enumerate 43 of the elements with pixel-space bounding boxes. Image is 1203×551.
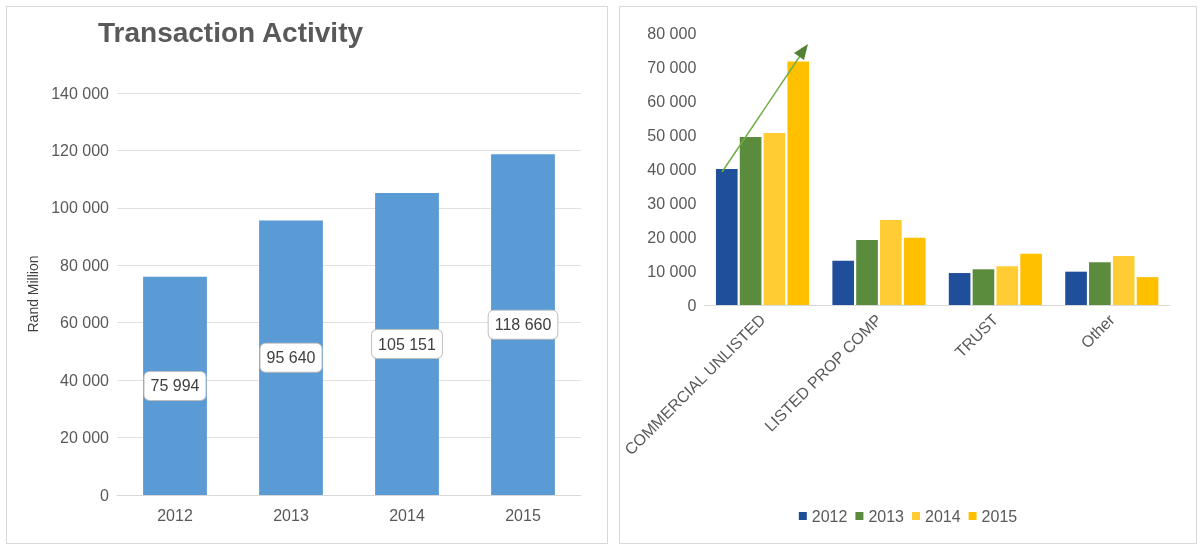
bar [903, 237, 926, 305]
bar [856, 240, 878, 305]
bar [715, 169, 738, 305]
x-tick-label: 2013 [273, 506, 309, 524]
y-tick-label: 40 000 [60, 371, 110, 389]
y-tick-label: 20 000 [60, 429, 110, 447]
bar [259, 220, 323, 495]
bar [996, 266, 1019, 305]
bar [972, 269, 995, 305]
x-tick-label: 2014 [389, 506, 425, 524]
y-tick-label: 20 000 [647, 228, 697, 246]
bar [948, 273, 971, 305]
bar [1020, 253, 1042, 305]
bar [1065, 271, 1087, 305]
y-tick-label: 60 000 [647, 92, 697, 110]
bar [880, 220, 902, 305]
bar [1089, 262, 1111, 305]
y-tick-label: 40 000 [647, 160, 697, 178]
y-tick-label: 50 000 [647, 126, 697, 144]
y-tick-label: 80 000 [647, 24, 697, 42]
y-tick-label: 60 000 [60, 314, 110, 332]
y-tick-label: 80 000 [60, 256, 110, 274]
data-label: 95 640 [266, 349, 316, 367]
data-label: 105 151 [378, 335, 437, 353]
y-tick-label: 0 [687, 296, 697, 314]
x-tick-label: 2012 [157, 506, 193, 524]
bar [832, 260, 855, 305]
data-label: 118 660 [494, 316, 552, 334]
y-axis-title: Rand Million [25, 255, 42, 333]
y-tick-label: 0 [100, 486, 110, 504]
bar [1136, 277, 1159, 305]
y-tick-label: 120 000 [51, 141, 110, 159]
y-tick-label: 100 000 [51, 199, 110, 217]
y-tick-label: 140 000 [51, 84, 110, 102]
bar [1112, 256, 1135, 305]
y-tick-label: 10 000 [647, 262, 697, 280]
data-label: 75 994 [150, 377, 200, 395]
bar [739, 137, 762, 305]
chart-title: Transaction Activity [98, 16, 364, 48]
x-tick-label: 2015 [505, 506, 541, 524]
y-tick-label: 30 000 [647, 194, 697, 212]
y-tick-label: 70 000 [647, 58, 697, 76]
bar [763, 132, 786, 305]
